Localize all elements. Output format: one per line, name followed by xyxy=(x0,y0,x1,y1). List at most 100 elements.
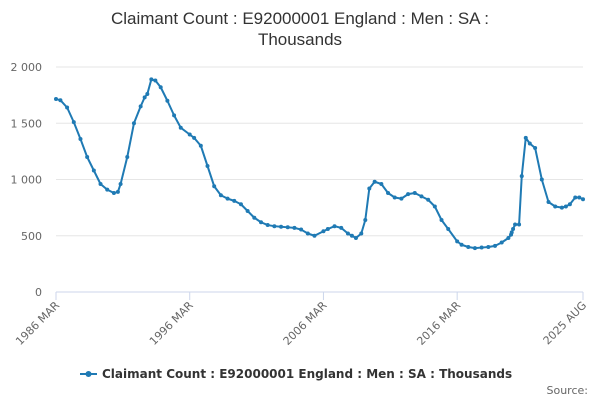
data-point-51[interactable] xyxy=(363,218,368,222)
data-point-71[interactable] xyxy=(493,243,498,248)
data-point-77[interactable] xyxy=(513,222,518,227)
x-axis: 1986 MAR 1996 MAR 2006 MAR 2016 MAR 2025 AUG xyxy=(13,292,589,348)
data-point-21[interactable] xyxy=(172,113,177,118)
data-point-89[interactable] xyxy=(573,195,578,200)
data-point-33[interactable] xyxy=(252,215,257,220)
data-point-15[interactable] xyxy=(142,95,147,100)
y-tick-label-2: 1 000 xyxy=(11,174,43,187)
data-point-5[interactable] xyxy=(85,155,90,159)
data-point-17[interactable] xyxy=(149,77,154,82)
data-point-34[interactable] xyxy=(259,220,263,225)
data-point-3[interactable] xyxy=(71,120,76,125)
data-point-4[interactable] xyxy=(78,137,83,141)
data-point-46[interactable] xyxy=(339,225,344,230)
data-point-63[interactable] xyxy=(439,218,444,222)
data-point-8[interactable] xyxy=(105,187,110,192)
data-point-91[interactable] xyxy=(581,197,585,202)
data-point-47[interactable] xyxy=(345,231,350,236)
data-point-2[interactable] xyxy=(65,105,70,110)
data-point-66[interactable] xyxy=(459,242,464,247)
data-point-9[interactable] xyxy=(111,191,116,195)
data-point-45[interactable] xyxy=(332,224,337,229)
data-point-67[interactable] xyxy=(466,245,471,249)
data-point-22[interactable] xyxy=(178,125,183,130)
data-point-76[interactable] xyxy=(511,227,516,231)
data-point-55[interactable] xyxy=(386,191,391,195)
data-point-19[interactable] xyxy=(158,85,163,90)
x-tick-label-3: 2016 MAR xyxy=(414,299,463,348)
data-point-26[interactable] xyxy=(205,164,210,168)
data-point-40[interactable] xyxy=(299,227,304,232)
data-point-29[interactable] xyxy=(225,196,230,201)
data-point-54[interactable] xyxy=(379,182,384,186)
data-point-80[interactable] xyxy=(523,135,528,140)
data-point-27[interactable] xyxy=(212,184,217,189)
data-point-36[interactable] xyxy=(272,224,277,229)
data-point-44[interactable] xyxy=(325,227,330,231)
data-point-30[interactable] xyxy=(232,198,237,203)
data-point-48[interactable] xyxy=(349,233,354,238)
data-point-10[interactable] xyxy=(115,189,120,194)
data-point-82[interactable] xyxy=(533,146,538,150)
data-point-72[interactable] xyxy=(499,240,504,245)
data-point-23[interactable] xyxy=(187,132,192,137)
data-point-25[interactable] xyxy=(198,143,203,148)
data-point-39[interactable] xyxy=(292,225,297,230)
legend-dot-marker xyxy=(85,371,92,377)
data-point-1[interactable] xyxy=(58,98,63,103)
data-point-85[interactable] xyxy=(553,204,558,209)
data-point-81[interactable] xyxy=(527,141,532,146)
data-point-52[interactable] xyxy=(367,186,372,191)
data-point-68[interactable] xyxy=(472,246,477,251)
legend[interactable]: Claimant Count : E92000001 England : Men… xyxy=(80,367,512,381)
data-point-35[interactable] xyxy=(265,223,270,228)
data-point-62[interactable] xyxy=(432,204,437,209)
data-point-84[interactable] xyxy=(546,200,551,204)
x-tick-label-1: 1996 MAR xyxy=(147,299,196,348)
data-point-14[interactable] xyxy=(138,104,143,109)
data-point-50[interactable] xyxy=(359,231,364,236)
data-point-88[interactable] xyxy=(567,202,572,207)
data-point-18[interactable] xyxy=(153,78,158,83)
data-point-53[interactable] xyxy=(372,179,377,184)
data-point-20[interactable] xyxy=(165,98,170,103)
data-point-69[interactable] xyxy=(479,245,484,250)
data-point-7[interactable] xyxy=(98,182,103,186)
data-point-65[interactable] xyxy=(455,239,460,244)
data-point-87[interactable] xyxy=(563,204,568,209)
data-point-41[interactable] xyxy=(305,231,310,236)
data-point-0[interactable] xyxy=(54,97,58,102)
data-point-16[interactable] xyxy=(145,92,150,96)
data-point-31[interactable] xyxy=(238,202,243,207)
data-point-83[interactable] xyxy=(539,177,544,182)
data-point-78[interactable] xyxy=(517,222,522,227)
data-point-13[interactable] xyxy=(131,121,136,126)
data-point-73[interactable] xyxy=(506,236,511,240)
data-point-11[interactable] xyxy=(118,182,123,186)
data-point-61[interactable] xyxy=(426,197,431,202)
series-line-0[interactable] xyxy=(55,78,584,250)
data-point-24[interactable] xyxy=(192,135,197,140)
data-point-86[interactable] xyxy=(559,205,564,210)
data-point-79[interactable] xyxy=(519,174,524,179)
data-point-60[interactable] xyxy=(419,194,424,199)
data-point-6[interactable] xyxy=(91,168,96,173)
data-point-38[interactable] xyxy=(285,225,290,230)
data-point-12[interactable] xyxy=(125,155,130,159)
data-point-59[interactable] xyxy=(412,191,417,195)
data-point-42[interactable] xyxy=(312,233,317,238)
data-point-90[interactable] xyxy=(577,195,582,200)
data-point-28[interactable] xyxy=(218,193,223,198)
data-point-32[interactable] xyxy=(245,209,250,213)
data-point-70[interactable] xyxy=(486,245,491,249)
data-point-37[interactable] xyxy=(279,224,284,229)
data-point-57[interactable] xyxy=(399,196,404,201)
data-point-58[interactable] xyxy=(406,192,411,197)
data-point-49[interactable] xyxy=(353,236,358,240)
data-point-56[interactable] xyxy=(392,195,397,200)
data-point-43[interactable] xyxy=(321,229,326,234)
data-point-64[interactable] xyxy=(446,227,451,231)
data-point-75[interactable] xyxy=(509,230,514,235)
